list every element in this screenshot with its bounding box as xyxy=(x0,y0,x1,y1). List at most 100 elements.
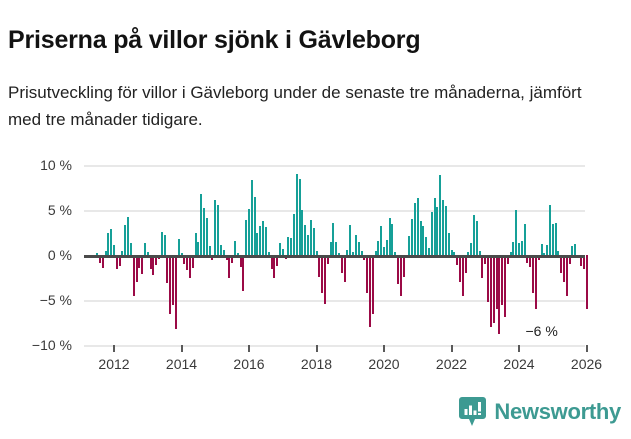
chart-bar xyxy=(380,226,383,255)
chart-bar xyxy=(450,249,453,255)
chart-bar xyxy=(343,255,346,282)
chart-bar xyxy=(124,225,127,255)
chart-bar xyxy=(208,246,211,255)
chart-plot-area: 10 % 5 % 0 % −5 % −10 % 2012 2014 2016 2018 2020… xyxy=(0,148,631,393)
y-axis-tick-label: −5 % xyxy=(39,292,72,308)
chart-bar xyxy=(402,255,405,277)
chart-bar xyxy=(399,255,402,297)
chart-bar xyxy=(115,255,118,270)
chart-bar xyxy=(551,223,554,255)
newsworthy-logo[interactable]: Newsworthy xyxy=(459,397,621,427)
chart-bar xyxy=(503,255,506,318)
chart-bar xyxy=(447,232,450,255)
chart-bar xyxy=(129,243,132,255)
chart-bar xyxy=(253,197,256,255)
chart-bar xyxy=(304,225,307,255)
chart-bar xyxy=(487,255,490,302)
chart-bar xyxy=(430,211,433,255)
chart-bar xyxy=(419,220,422,255)
x-axis-tick-label: 2024 xyxy=(503,356,535,372)
chart-bar xyxy=(428,247,430,255)
x-axis-tick xyxy=(180,345,183,352)
chart-bar xyxy=(132,255,135,297)
chart-bar xyxy=(371,255,374,314)
chart-footer: Newsworthy xyxy=(0,395,631,435)
x-axis-tick-label: 2016 xyxy=(233,356,265,372)
chart-bar xyxy=(473,215,475,255)
chart-bar xyxy=(290,237,293,255)
chart-bar xyxy=(523,223,526,255)
chart-bar xyxy=(177,238,180,255)
chart-bar xyxy=(568,255,571,264)
chart-bar xyxy=(323,255,326,304)
chart-bar xyxy=(335,242,338,255)
chart-bar xyxy=(470,243,473,255)
chart-bar xyxy=(239,255,242,267)
chart-bar xyxy=(107,233,110,255)
page-title: Priserna på villor sjönk i Gävleborg xyxy=(8,25,421,54)
chart-bar xyxy=(287,237,290,255)
chart-bar xyxy=(439,174,442,255)
chart-bar xyxy=(169,255,172,315)
chart-bar xyxy=(422,226,425,255)
chart-bar xyxy=(546,245,549,255)
chart-bar xyxy=(315,250,318,255)
chart-bar xyxy=(453,252,456,255)
chart-bar xyxy=(354,235,357,255)
chart-bar xyxy=(205,218,208,255)
chart-bar xyxy=(543,253,546,255)
chart-bar xyxy=(214,200,217,255)
chart-bar xyxy=(278,243,281,255)
chart-bar xyxy=(484,255,487,264)
y-axis-tick-label: 0 % xyxy=(47,247,72,263)
chart-bar xyxy=(228,255,231,279)
chart-bar xyxy=(270,255,273,269)
chart-bar xyxy=(329,241,332,255)
chart-bar xyxy=(281,248,284,255)
chart-bar xyxy=(349,225,352,255)
y-axis-tick-label: 5 % xyxy=(47,202,72,218)
chart-bar xyxy=(444,206,447,255)
chart-bar xyxy=(540,244,543,255)
chart-bar xyxy=(321,255,324,293)
chart-bar xyxy=(475,220,478,255)
chart-bar xyxy=(309,219,312,255)
chart-bar xyxy=(366,255,369,293)
x-axis-tick xyxy=(315,345,318,352)
x-axis-tick-label: 2012 xyxy=(98,356,130,372)
chart-bar xyxy=(579,255,582,266)
chart-bar xyxy=(127,217,130,255)
chart-bar xyxy=(388,218,391,255)
chart-bar xyxy=(560,255,563,273)
chart-bar xyxy=(110,228,113,255)
chart-bar xyxy=(456,255,459,265)
x-axis-tick-label: 2022 xyxy=(435,356,468,372)
chart-bar xyxy=(96,253,99,255)
x-axis-tick-label: 2018 xyxy=(300,356,333,372)
chart-bar xyxy=(582,255,585,269)
chart-bar xyxy=(197,242,200,255)
chart-bar xyxy=(276,255,279,266)
chart-bar xyxy=(360,251,363,255)
chart-bar xyxy=(301,210,304,255)
chart-bar xyxy=(135,255,138,282)
chart-bar xyxy=(506,255,509,264)
chart-bar xyxy=(194,233,197,255)
chart-bar xyxy=(163,235,166,255)
chart-bar xyxy=(411,219,414,255)
gridline xyxy=(84,345,585,347)
chart-bar xyxy=(557,250,560,255)
chart-bar xyxy=(571,246,574,255)
chart-bar xyxy=(478,251,481,255)
chart-bar xyxy=(554,222,557,255)
chart-bar xyxy=(425,237,428,255)
last-value-annotation: −6 % xyxy=(525,323,558,339)
chart-bar xyxy=(385,239,388,255)
zero-line xyxy=(84,255,585,258)
chart-bar xyxy=(186,255,189,271)
chart-bar xyxy=(166,255,169,283)
chart-bar xyxy=(183,255,186,264)
chart-bar xyxy=(534,255,537,309)
chart-bar xyxy=(104,250,107,255)
x-axis-tick xyxy=(585,345,588,352)
